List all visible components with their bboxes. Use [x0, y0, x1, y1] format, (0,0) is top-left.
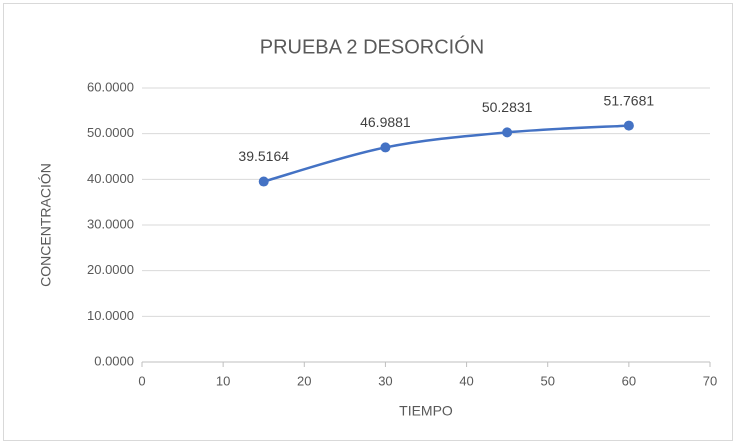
chart-border — [3, 3, 733, 441]
y-tick-label: 30.0000 — [87, 216, 134, 231]
y-tick-label: 20.0000 — [87, 262, 134, 277]
data-label: 50.2831 — [482, 99, 533, 115]
x-tick-label: 30 — [378, 373, 392, 388]
x-tick-label: 10 — [216, 373, 230, 388]
y-axis-label: CONCENTRACIÓN — [38, 163, 54, 287]
y-tick-label: 60.0000 — [87, 79, 134, 94]
chart-title: PRUEBA 2 DESORCIÓN — [260, 35, 485, 58]
y-tick-label: 10.0000 — [87, 308, 134, 323]
x-tick-label: 20 — [297, 373, 311, 388]
data-label: 51.7681 — [604, 92, 655, 108]
data-point — [258, 176, 269, 187]
y-tick-label: 40.0000 — [87, 171, 134, 186]
x-tick-label: 50 — [540, 373, 554, 388]
data-point — [380, 142, 391, 153]
data-label: 46.9881 — [360, 114, 411, 130]
data-point — [502, 127, 513, 138]
x-tick-label: 70 — [703, 373, 717, 388]
x-tick-label: 40 — [459, 373, 473, 388]
x-tick-label: 0 — [138, 373, 145, 388]
series-line — [263, 124, 629, 183]
y-tick-label: 0.0000 — [94, 353, 134, 368]
y-tick-label: 50.0000 — [87, 125, 134, 140]
x-tick-label: 60 — [622, 373, 636, 388]
x-axis-label: TIEMPO — [399, 403, 453, 419]
data-label: 39.5164 — [238, 148, 289, 164]
data-point — [623, 120, 634, 131]
